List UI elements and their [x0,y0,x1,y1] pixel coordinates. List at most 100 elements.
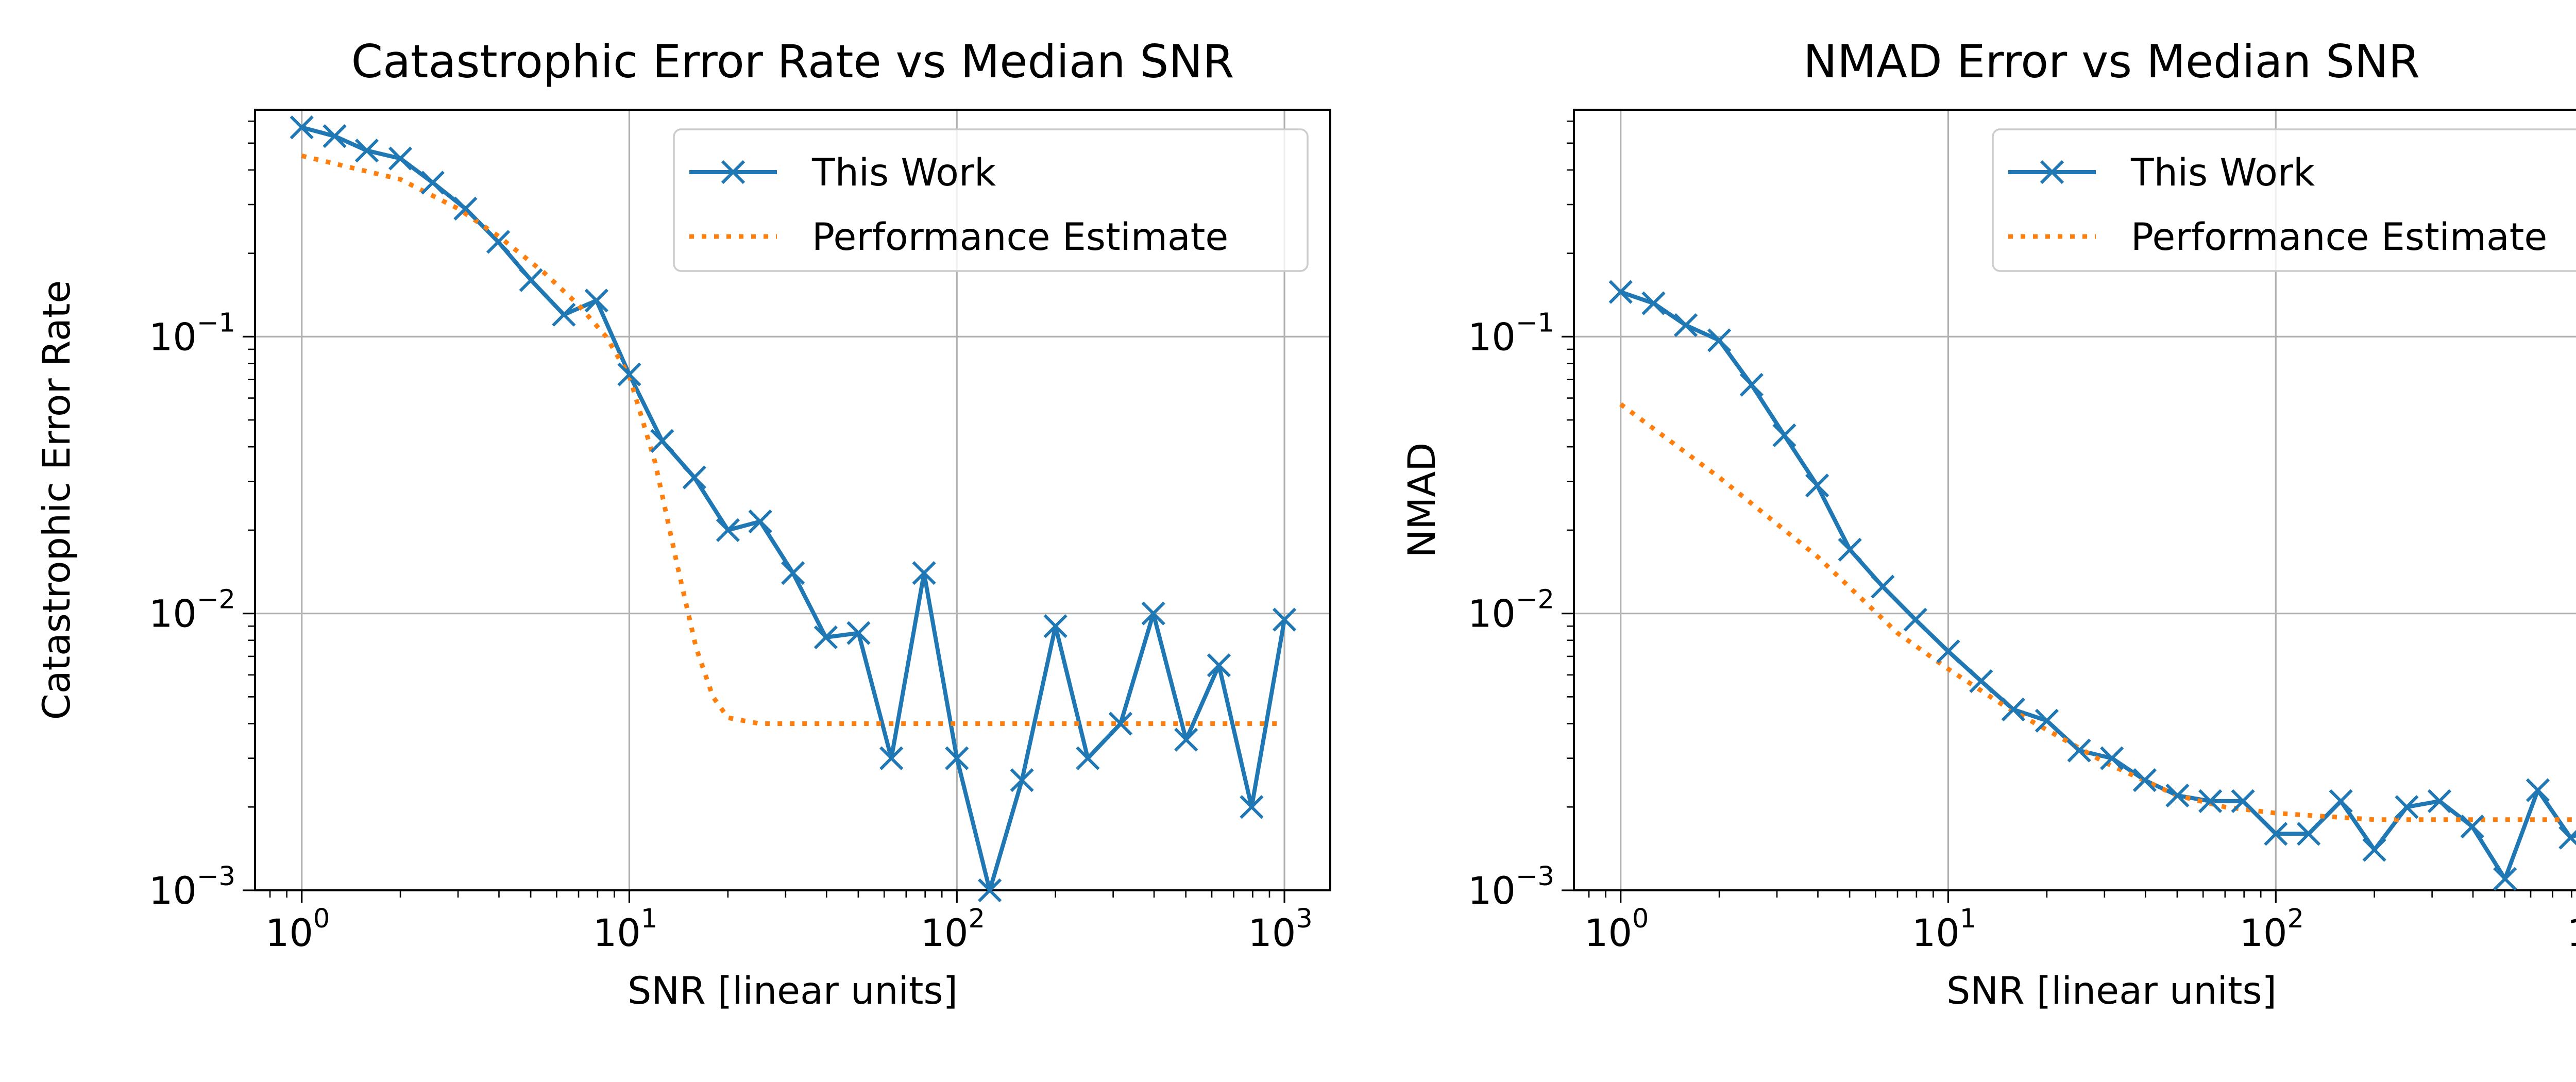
y-tick-label: 10−1 [1468,308,1554,359]
data-point-marker [1969,669,1993,693]
data-point-marker [2296,822,2321,846]
data-point-marker [1608,280,1633,304]
data-point-marker [617,362,641,386]
data-point-marker [2427,789,2452,813]
data-point-marker [584,289,608,313]
data-point-marker [1739,373,1764,397]
x-tick-label: 101 [593,904,657,955]
data-point-marker [814,625,838,650]
data-point-marker [912,561,936,585]
x-tick-label: 102 [921,904,985,955]
data-point-marker [552,302,576,327]
y-tick-exponent: −2 [1516,585,1554,615]
data-point-marker [2460,815,2484,839]
data-point-marker [453,196,478,221]
data-point-marker [2493,867,2517,891]
x-tick-label: 101 [1912,904,1976,955]
y-tick-base: 10 [149,315,197,359]
data-point-marker [1141,601,1165,625]
data-point-marker [2067,738,2091,763]
y-tick-base: 10 [1468,593,1516,636]
data-point-marker [2132,768,2157,792]
x-tick-exponent: 1 [1960,904,1976,934]
x-tick-label: 103 [2567,904,2576,955]
data-point-marker [2165,783,2190,808]
data-point-marker [846,621,871,645]
legend: This Work Performance Estimate [1992,128,2576,272]
data-point-marker [2231,789,2255,813]
data-point-marker [420,171,445,195]
x-tick-exponent: 1 [641,904,657,934]
data-point-marker [1903,607,1927,632]
data-point-marker [1207,653,1231,678]
legend-label-1: This Work [2130,151,2315,195]
y-tick-base: 10 [1468,869,1516,913]
series-line-1 [1620,290,2576,881]
x-tick-base: 10 [1584,911,1632,955]
data-point-marker [2264,822,2288,846]
data-point-marker [2198,789,2223,813]
x-tick-exponent: 2 [968,904,985,934]
legend-label-2: Performance Estimate [2131,215,2547,259]
series-line-2 [1619,402,2576,822]
x-tick-label: 100 [265,904,330,955]
data-point-marker [977,878,1002,903]
y-tick-base: 10 [149,593,197,636]
data-point-marker [1174,728,1198,752]
data-point-marker [290,115,314,140]
data-point-marker [879,746,904,770]
x-tick-base: 10 [1912,911,1960,955]
y-axis-label: NMAD [1400,443,1444,558]
legend-label-2: Performance Estimate [812,215,1228,259]
plot-area [1619,290,2576,881]
y-tick-label: 10−1 [149,308,235,359]
axes-frame [1573,109,2576,891]
data-point-marker [1871,574,1895,599]
axes-frame [254,109,1331,891]
data-point-marker [650,429,674,453]
data-point-marker [2035,708,2059,733]
data-point-marker [1707,328,1732,352]
y-tick-label: 10−2 [149,585,235,636]
data-point-marker [1673,313,1698,337]
legend-marker [721,160,745,184]
data-point-marker [1936,639,1960,664]
data-point-marker [781,561,805,585]
data-point-marker [1076,746,1100,770]
x-tick-base: 10 [593,911,641,955]
x-tick-exponent: 2 [2287,904,2303,934]
data-point-marker [1010,768,1034,792]
y-tick-label: 10−3 [149,861,235,913]
data-point-marker [1772,423,1797,448]
y-tick-exponent: −1 [1516,308,1554,338]
chart-title: NMAD Error vs Median SNR [1803,35,2420,88]
x-tick-exponent: 3 [1296,904,1312,934]
data-point-marker [1240,795,1264,819]
data-point-marker [1805,474,1829,498]
y-tick-exponent: −2 [197,585,235,615]
x-axis-label: SNR [linear units] [1946,969,2277,1013]
data-point-marker [486,230,511,254]
data-point-marker [388,146,413,171]
data-point-marker [1272,607,1297,632]
y-tick-base: 10 [149,869,197,913]
x-tick-label: 102 [2240,904,2304,955]
data-point-marker [2329,789,2353,813]
data-point-marker [2362,838,2386,862]
data-point-marker [323,124,347,148]
x-tick-base: 10 [2240,911,2287,955]
x-tick-base: 10 [921,911,969,955]
data-point-marker [2526,778,2550,802]
data-point-marker [2001,697,2025,722]
legend-box [1992,128,2576,272]
data-point-marker [1108,712,1133,736]
y-tick-exponent: −3 [1516,861,1554,892]
data-point-marker [1043,614,1067,638]
data-point-marker [2395,795,2419,819]
x-tick-exponent: 0 [313,904,330,934]
data-point-marker [716,518,740,543]
data-point-marker [519,268,543,292]
